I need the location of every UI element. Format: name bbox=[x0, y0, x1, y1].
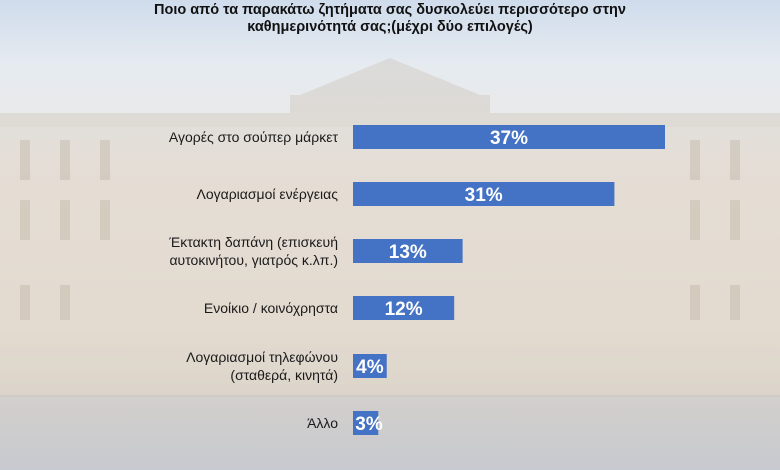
value-label-4: 4% bbox=[356, 357, 384, 378]
bar-5 bbox=[353, 411, 379, 435]
category-label-1: Λογαριασμοί ενέργειας bbox=[196, 186, 338, 202]
category-label-5: Άλλο bbox=[307, 415, 338, 431]
category-label-4-line-1: (σταθερά, κινητά) bbox=[230, 367, 338, 383]
bar-1 bbox=[353, 182, 615, 206]
category-label-3: Ενοίκιο / κοινόχρηστα bbox=[204, 300, 338, 316]
category-label-0: Αγορές στο σούπερ μάρκετ bbox=[169, 129, 339, 145]
category-label-4-line-0: Λογαριασμοί τηλεφώνου bbox=[186, 349, 338, 365]
bar-0 bbox=[353, 125, 665, 149]
category-label-2-line-0: Έκτακτη δαπάνη (επισκευή bbox=[168, 234, 338, 250]
bar-4 bbox=[353, 354, 387, 378]
value-label-5: 3% bbox=[355, 414, 383, 435]
value-label-1: 31% bbox=[465, 185, 503, 206]
chart-title: Ποιο από τα παρακάτω ζητήματα σας δυσκολ… bbox=[154, 2, 626, 35]
bar-2 bbox=[353, 239, 463, 263]
value-label-2: 13% bbox=[389, 242, 427, 263]
bar-3 bbox=[353, 296, 455, 320]
value-label-3: 12% bbox=[385, 299, 423, 320]
value-label-0: 37% bbox=[490, 128, 528, 149]
category-label-2-line-1: αυτοκινήτου, γιατρός κ.λπ.) bbox=[169, 252, 338, 268]
